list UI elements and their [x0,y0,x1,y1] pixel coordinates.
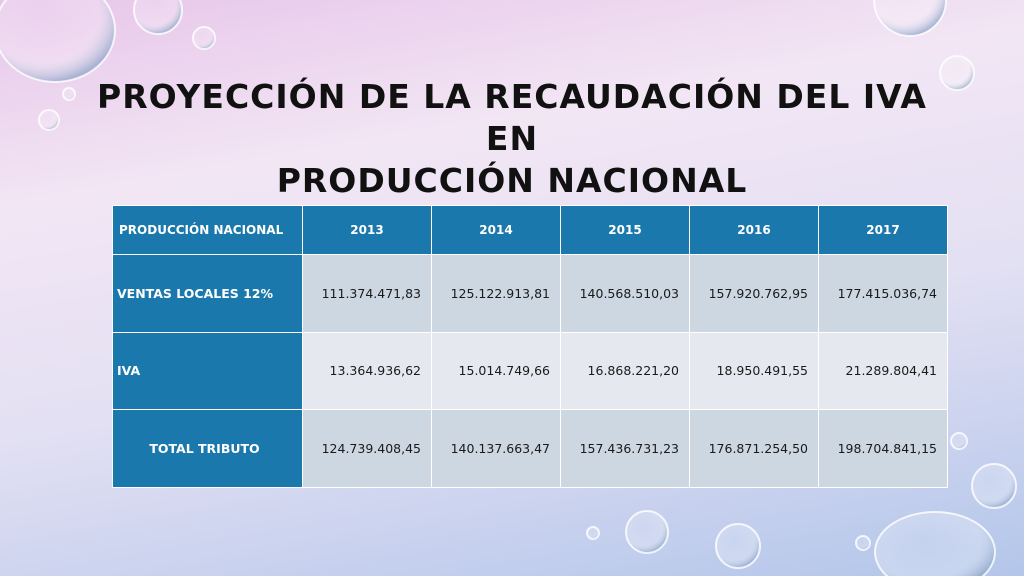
table-cell: 198.704.841,15 [818,409,948,488]
table-row-ventas-locales: VENTAS LOCALES 12% 111.374.471,83 125.12… [112,254,948,333]
table-row-total-tributo: TOTAL TRIBUTO 124.739.408,45 140.137.663… [112,409,948,488]
row-label: IVA [112,331,303,411]
year-header: 2013 [302,205,432,255]
year-header: 2015 [560,205,690,255]
table-cell: 15.014.749,66 [431,331,561,411]
table-cell: 176.871.254,50 [689,409,819,488]
page-title: PROYECCIÓN DE LA RECAUDACIÓN DEL IVA EN … [90,76,934,202]
table-cell: 21.289.804,41 [818,331,948,411]
table-cell: 177.415.036,74 [818,254,948,333]
table-cell: 13.364.936,62 [302,331,432,411]
table-cell: 18.950.491,55 [689,331,819,411]
corner-header: PRODUCCIÓN NACIONAL [112,205,303,255]
table-header-row: PRODUCCIÓN NACIONAL 2013 2014 2015 2016 … [112,205,948,255]
table-cell: 140.137.663,47 [431,409,561,488]
table-row-iva: IVA 13.364.936,62 15.014.749,66 16.868.2… [112,331,948,411]
table-cell: 111.374.471,83 [302,254,432,333]
row-label: VENTAS LOCALES 12% [112,254,303,333]
table-cell: 16.868.221,20 [560,331,690,411]
year-header: 2014 [431,205,561,255]
title-line-2: PRODUCCIÓN NACIONAL [276,161,748,200]
table-cell: 157.436.731,23 [560,409,690,488]
table-cell: 157.920.762,95 [689,254,819,333]
table-cell: 125.122.913,81 [431,254,561,333]
year-header: 2016 [689,205,819,255]
table-cell: 140.568.510,03 [560,254,690,333]
row-label: TOTAL TRIBUTO [112,409,303,488]
title-line-1: PROYECCIÓN DE LA RECAUDACIÓN DEL IVA EN [97,77,927,158]
table-cell: 124.739.408,45 [302,409,432,488]
year-header: 2017 [818,205,948,255]
revenue-projection-table: PRODUCCIÓN NACIONAL 2013 2014 2015 2016 … [112,205,948,488]
